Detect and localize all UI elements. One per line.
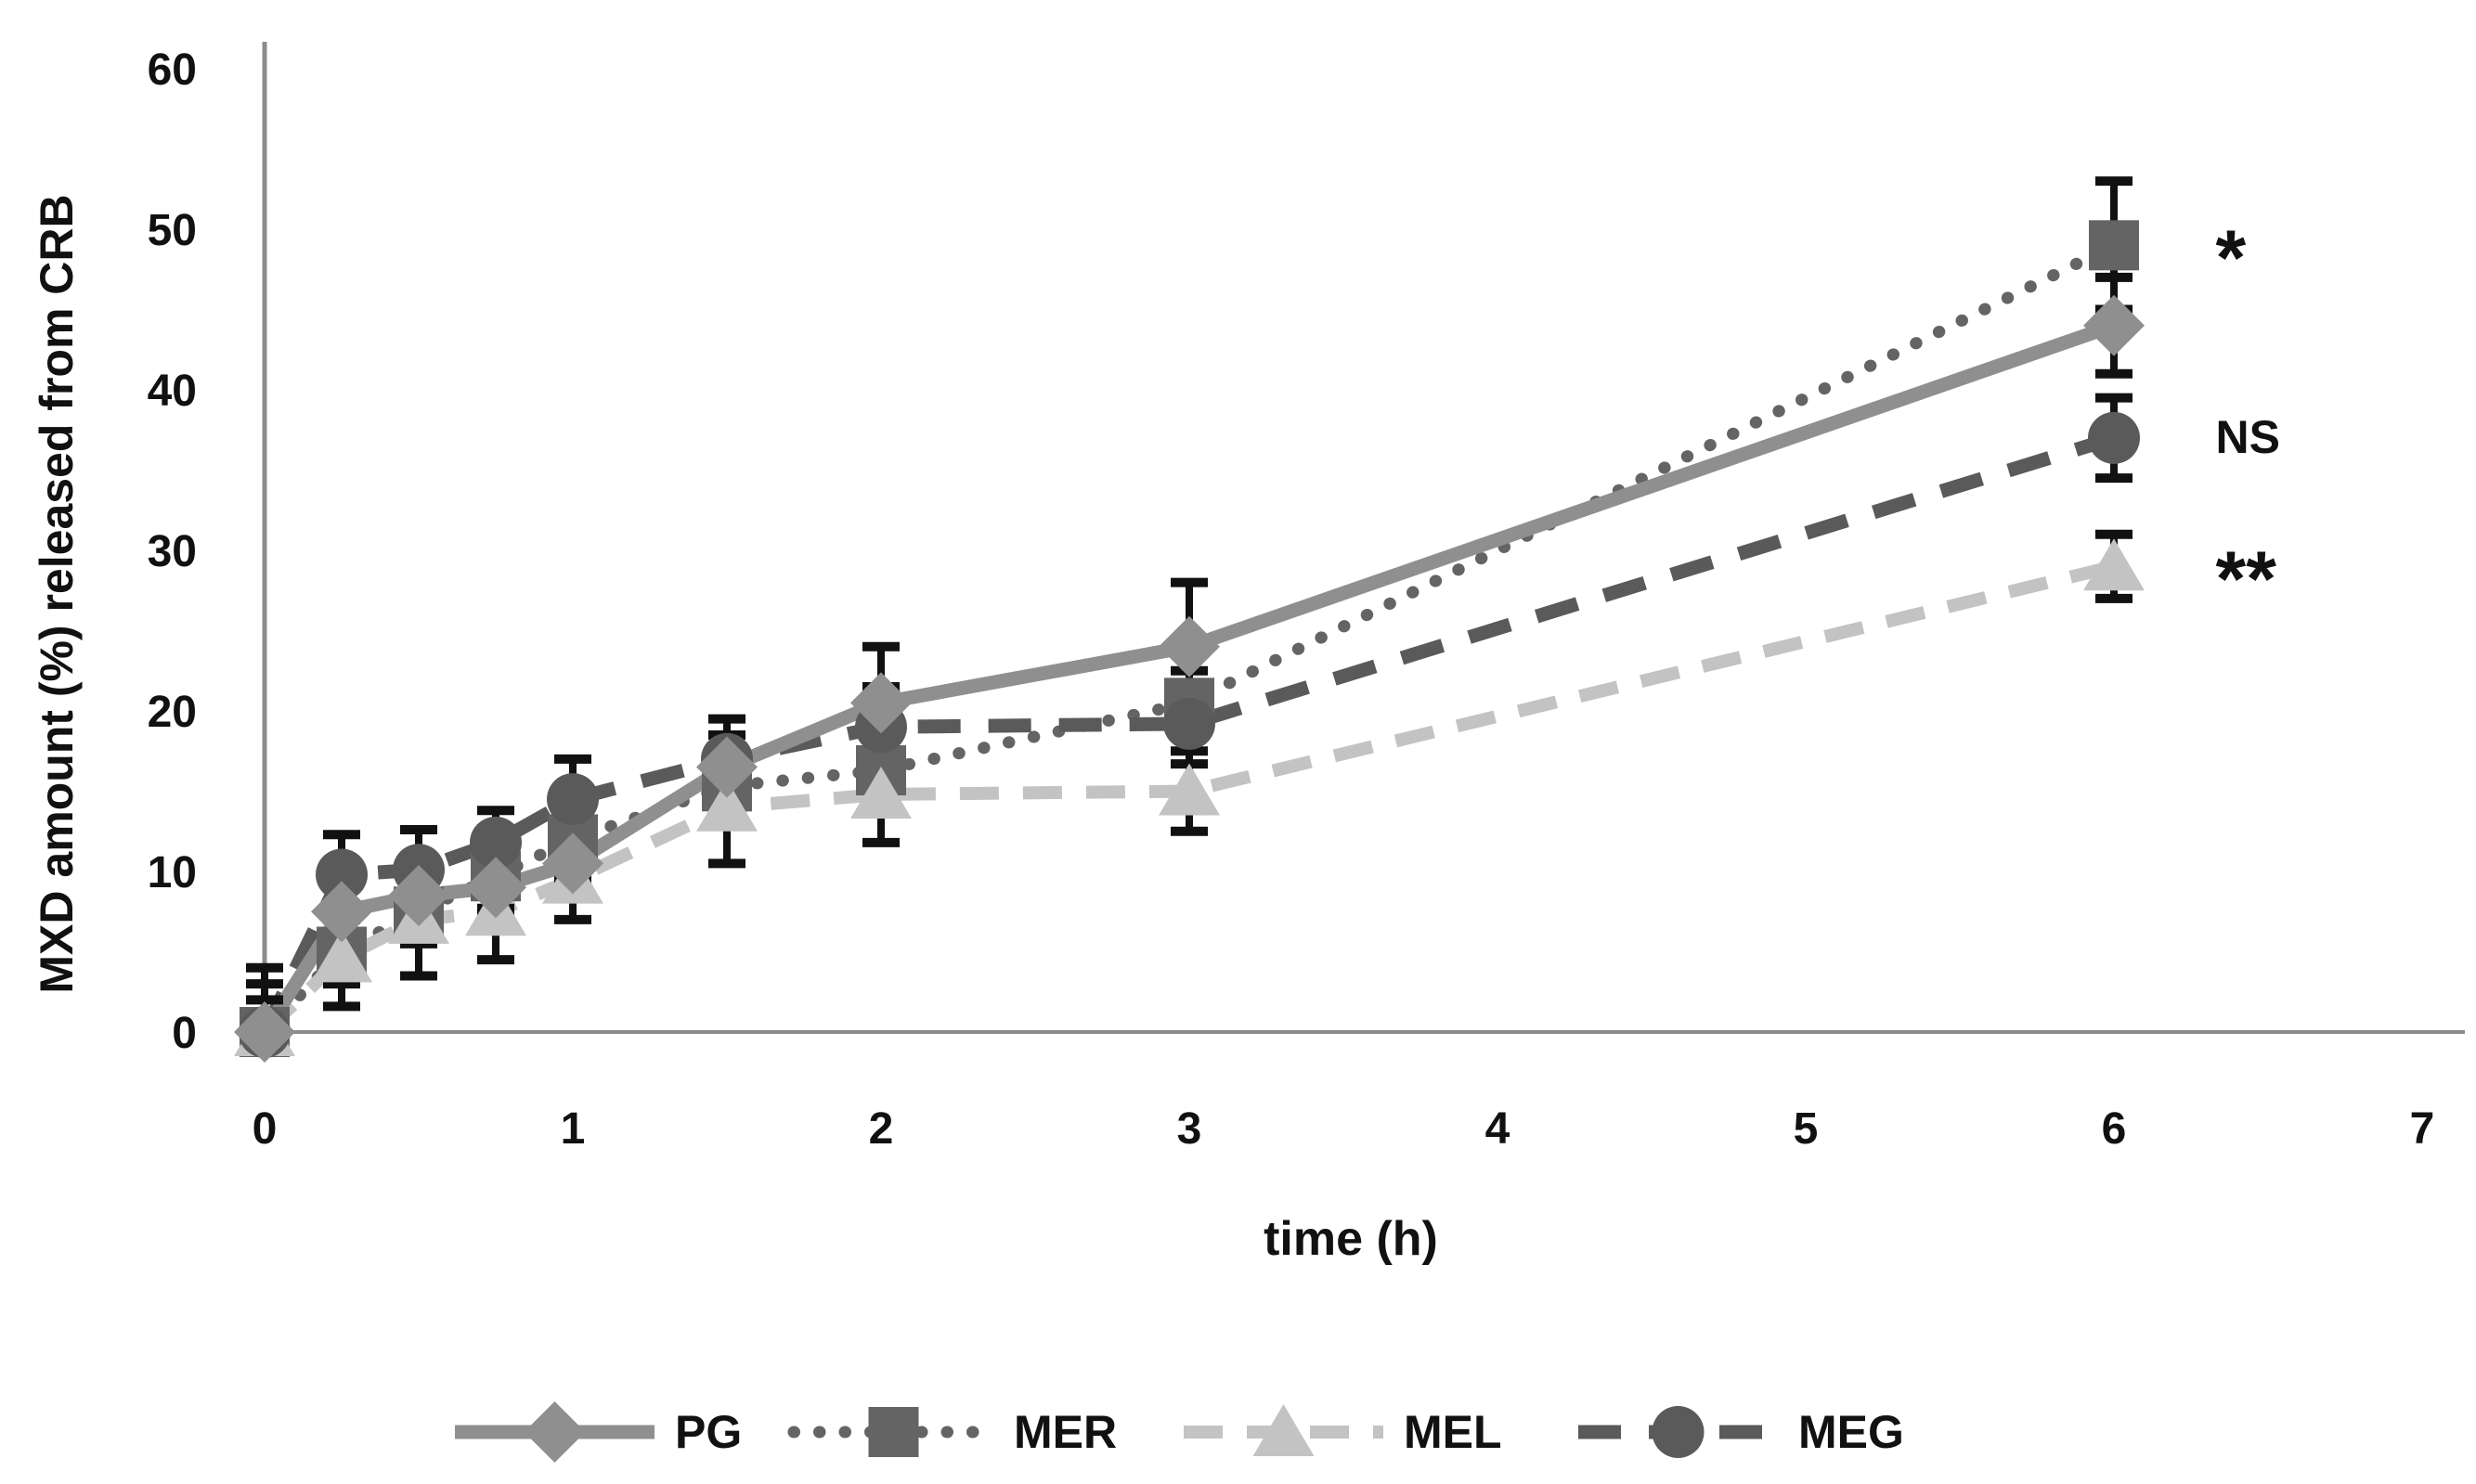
y-tick-label: 20 [148, 688, 197, 737]
legend-marker-diamond [524, 1401, 586, 1463]
series-PG-marker [465, 857, 526, 919]
y-tick-label: 60 [148, 45, 197, 95]
series-MEG-marker [316, 848, 368, 901]
series-PG-marker [696, 736, 758, 798]
legend-label-MER: MER [1014, 1406, 1117, 1458]
series-MEG-line [258, 431, 2117, 1036]
series-MEG-marker [2088, 411, 2140, 464]
series-MEL-marker [1159, 763, 1220, 816]
x-tick-label: 4 [1485, 1104, 1510, 1154]
series-PG-marker [542, 832, 603, 895]
x-tick-label: 5 [1794, 1104, 1819, 1154]
series-PG-marker [850, 672, 912, 734]
annotation-ns: NS [2216, 411, 2280, 463]
series-MEG-marker [1163, 697, 1215, 750]
series-PG-marker [311, 881, 372, 943]
legend-label-PG: PG [675, 1406, 742, 1458]
series-PG-marker [1159, 615, 1220, 677]
annotation-star: * [2216, 213, 2247, 301]
series-MEG-marker [470, 816, 522, 869]
legend-marker-triangle [1252, 1404, 1315, 1456]
y-tick-label: 10 [148, 848, 197, 897]
x-tick-label: 3 [1177, 1104, 1202, 1154]
annotation-double-star: ** [2216, 535, 2277, 622]
legend-label-MEG: MEG [1798, 1406, 1904, 1458]
x-tick-label: 6 [2102, 1104, 2127, 1154]
y-tick-label: 30 [148, 527, 197, 576]
series-MEL-marker [2083, 538, 2145, 591]
series-PG-marker [2083, 294, 2145, 356]
series-MER-marker [2089, 220, 2139, 271]
series-MEG-marker [547, 773, 599, 826]
series-PG-marker [388, 864, 449, 926]
series-MEL-marker [850, 766, 912, 819]
legend-label-MEL: MEL [1404, 1406, 1502, 1458]
x-tick-label: 2 [869, 1104, 894, 1154]
y-tick-label: 40 [148, 367, 197, 416]
y-axis-title: MXD amount (%) released from CRB [31, 194, 83, 993]
y-tick-label: 0 [172, 1009, 197, 1058]
legend-marker-square [868, 1407, 919, 1457]
series-MEL-marker [311, 930, 372, 983]
x-tick-label: 7 [2410, 1104, 2435, 1154]
series-MEL-marker [696, 779, 758, 832]
x-tick-label: 1 [561, 1104, 586, 1154]
x-axis-title: time (h) [1264, 1212, 1438, 1266]
x-tick-label: 0 [253, 1104, 278, 1154]
y-tick-label: 50 [148, 206, 197, 255]
legend-marker-circle [1652, 1406, 1705, 1458]
series-PG-marker [234, 1001, 295, 1063]
